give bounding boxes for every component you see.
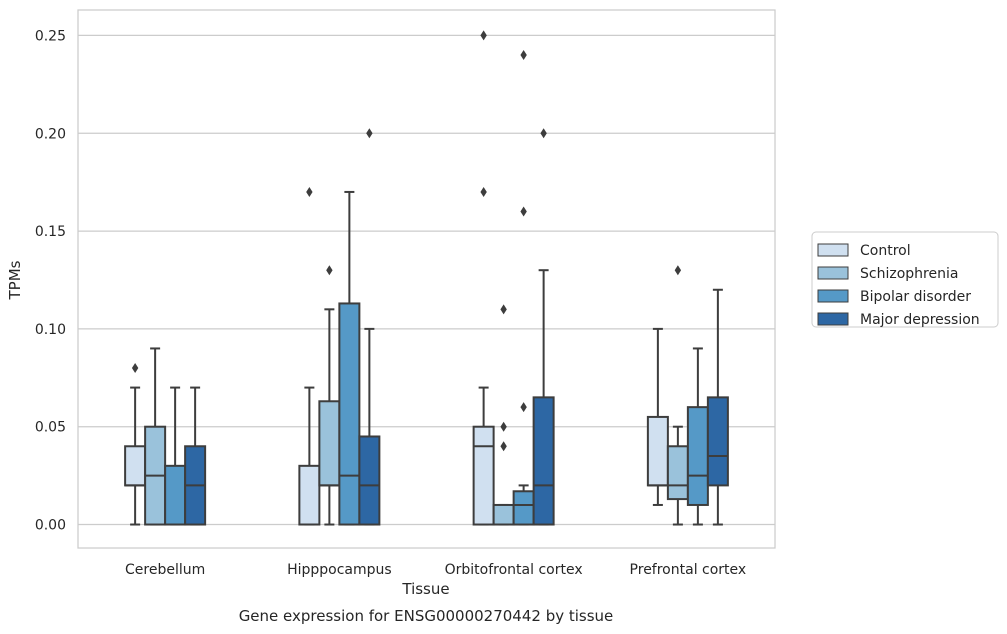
outlier-point: [131, 363, 139, 374]
box-body: [358, 435, 381, 526]
outlier-point: [674, 265, 682, 276]
outlier-point: [500, 304, 507, 315]
outlier-point: [306, 186, 313, 197]
y-tick-label: 0.15: [35, 224, 66, 240]
box-schizophrenia: [492, 304, 515, 526]
box-body: [164, 464, 187, 526]
box-body: [492, 503, 515, 526]
box-body: [666, 445, 689, 501]
outlier-point: [520, 402, 527, 413]
plot-frame: [77, 9, 776, 549]
outlier-point: [500, 421, 507, 432]
y-tick-label: 0.00: [35, 518, 66, 534]
chart-caption: Gene expression for ENSG00000270442 by t…: [239, 607, 614, 625]
x-tick-label: Cerebellum: [125, 562, 205, 578]
outlier-point: [520, 49, 527, 60]
box-control: [124, 363, 147, 526]
legend-entry: Control: [860, 243, 911, 259]
box-control: [298, 186, 321, 526]
box-body: [646, 415, 669, 487]
legend-frame: [811, 231, 999, 328]
box-major-depression: [358, 128, 381, 526]
box-bipolar-disorder: [338, 190, 361, 526]
legend-swatch: [817, 312, 849, 326]
outlier-point: [480, 186, 487, 197]
x-tick-label: Hipppocampus: [287, 562, 392, 578]
y-axis-ticks: 0.00 0.05 0.10 0.15 0.20 0.25: [35, 28, 66, 533]
legend-entry: Schizophrenia: [860, 266, 958, 282]
box-major-depression: [532, 128, 555, 526]
legend-entry: Major depression: [860, 312, 980, 328]
y-tick-label: 0.20: [35, 126, 66, 142]
box-major-depression: [184, 386, 207, 526]
x-tick-label: Prefrontal cortex: [630, 562, 747, 578]
outlier-point: [366, 128, 373, 139]
box-control: [646, 327, 669, 506]
box-control: [472, 30, 495, 526]
y-tick-label: 0.10: [35, 322, 66, 338]
box-body: [512, 490, 535, 526]
box-body: [318, 400, 341, 487]
box-plot-area: [124, 30, 729, 526]
legend-swatch: [817, 243, 849, 257]
box-body: [686, 406, 709, 506]
box-bipolar-disorder: [686, 347, 709, 526]
box-body: [472, 425, 495, 526]
legend-entry: Bipolar disorder: [860, 289, 971, 305]
box-body: [338, 302, 361, 526]
outlier-point: [480, 30, 487, 41]
outlier-point: [326, 265, 333, 276]
box-bipolar-disorder: [512, 49, 535, 526]
box-bipolar-disorder: [164, 386, 187, 526]
legend: Control Schizophrenia Bipolar disorder Majo…: [811, 231, 999, 328]
box-body: [706, 396, 729, 487]
box-body: [124, 445, 147, 487]
y-tick-label: 0.05: [35, 420, 66, 436]
x-tick-label: Orbitofrontal cortex: [445, 562, 583, 578]
outlier-point: [520, 206, 527, 217]
y-axis-label: TPMs: [6, 260, 24, 300]
box-body: [298, 464, 321, 526]
box-schizophrenia: [666, 265, 689, 526]
outlier-point: [500, 441, 507, 452]
outlier-point: [540, 128, 547, 139]
x-axis-ticks: Cerebellum Hipppocampus Orbitofrontal cort…: [125, 562, 746, 578]
y-tick-label: 0.25: [35, 28, 66, 44]
legend-swatch: [817, 289, 849, 303]
box-schizophrenia: [144, 347, 167, 526]
box-major-depression: [706, 288, 729, 526]
box-body: [532, 396, 555, 526]
legend-swatch: [817, 266, 849, 280]
x-axis-label: Tissue: [401, 580, 449, 598]
box-schizophrenia: [318, 265, 341, 526]
